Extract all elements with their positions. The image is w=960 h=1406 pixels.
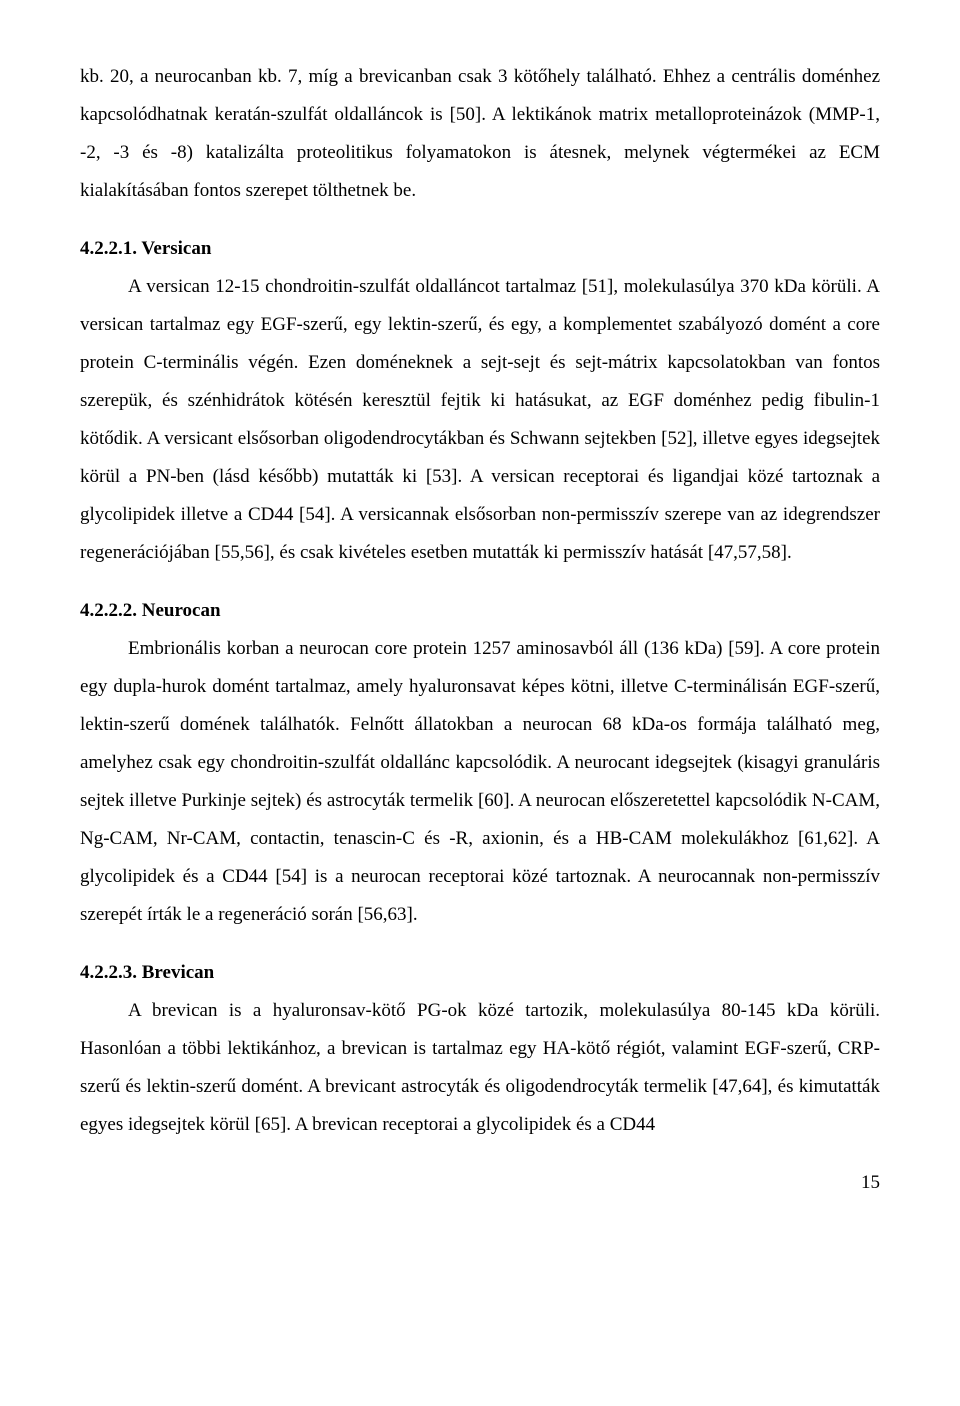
page-number: 15 (80, 1172, 880, 1194)
intro-paragraph: kb. 20, a neurocanban kb. 7, míg a brevi… (80, 58, 880, 210)
section-heading-brevican: 4.2.2.3. Brevican (80, 954, 880, 992)
section-body-versican: A versican 12-15 chondroitin-szulfát old… (80, 268, 880, 572)
section-heading-neurocan: 4.2.2.2. Neurocan (80, 592, 880, 630)
section-body-neurocan: Embrionális korban a neurocan core prote… (80, 630, 880, 934)
section-body-brevican: A brevican is a hyaluronsav-kötő PG-ok k… (80, 992, 880, 1144)
section-heading-versican: 4.2.2.1. Versican (80, 230, 880, 268)
